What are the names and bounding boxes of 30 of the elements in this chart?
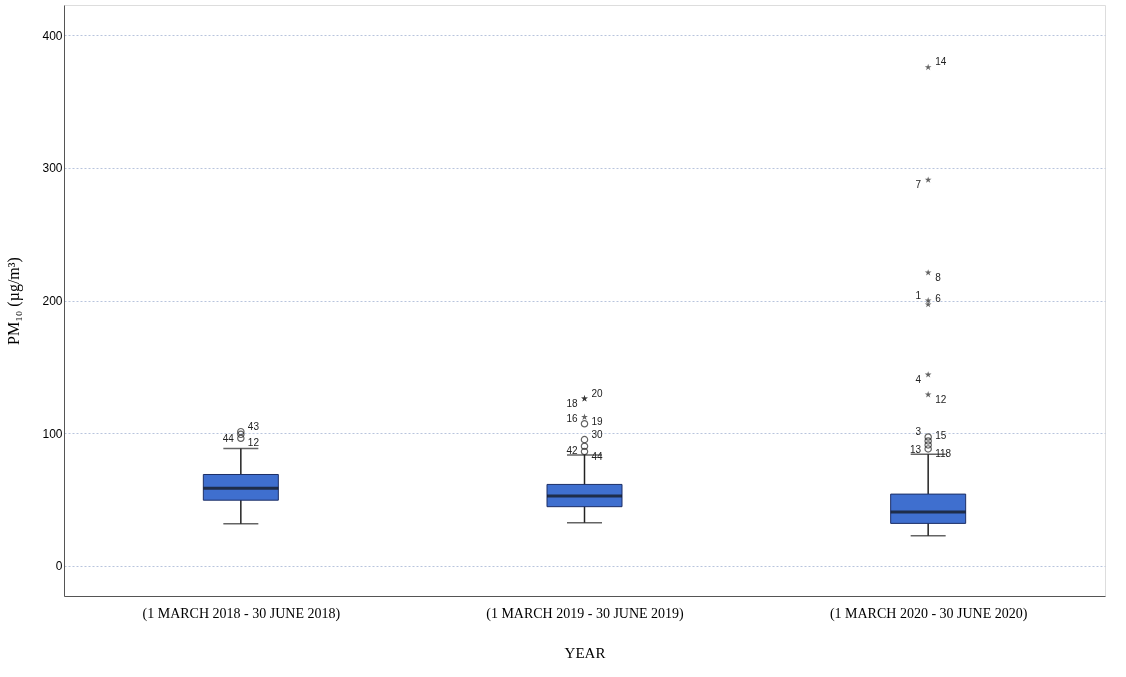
y-tick-label: 300 <box>42 161 63 176</box>
annotation: 1 <box>915 289 922 301</box>
y-axis-title: PM₁₀ (µg/m³) <box>5 257 24 345</box>
annotation: 44 <box>222 433 235 445</box>
annotation: 15 <box>935 429 947 441</box>
x-axis-title: YEAR <box>564 644 606 661</box>
annotation: 16 <box>566 412 578 424</box>
x-tick-label: (1 MARCH 2019 - 30 JUNE 2019) <box>486 605 685 622</box>
annotation: 18 <box>566 397 578 409</box>
annotation: 44 <box>591 450 604 462</box>
y-tick-label: 100 <box>42 426 63 441</box>
annotation: 13 <box>910 443 922 455</box>
annotation: 8 <box>935 271 942 283</box>
annotation: 30 <box>591 428 604 440</box>
annotation: 7 <box>915 178 922 190</box>
y-tick-label: 200 <box>42 294 63 308</box>
x-tick-label: (1 MARCH 2018 - 30 JUNE 2018) <box>142 605 341 622</box>
annotation: 6 <box>935 293 942 305</box>
y-tick-label: 0 <box>55 559 63 574</box>
annotation: 12 <box>247 437 260 449</box>
annotation: 42 <box>566 445 578 457</box>
annotation: 14 <box>935 56 947 68</box>
x-tick-label: (1 MARCH 2020 - 30 JUNE 2020) <box>829 605 1028 622</box>
annotation: 4 <box>915 373 922 385</box>
annotation: 12 <box>935 393 947 405</box>
annotation: 3 <box>915 425 922 437</box>
annotation: 19 <box>591 416 604 428</box>
y-tick-label: 400 <box>42 28 63 43</box>
annotation: 43 <box>247 420 260 432</box>
annotation: 20 <box>591 387 604 399</box>
